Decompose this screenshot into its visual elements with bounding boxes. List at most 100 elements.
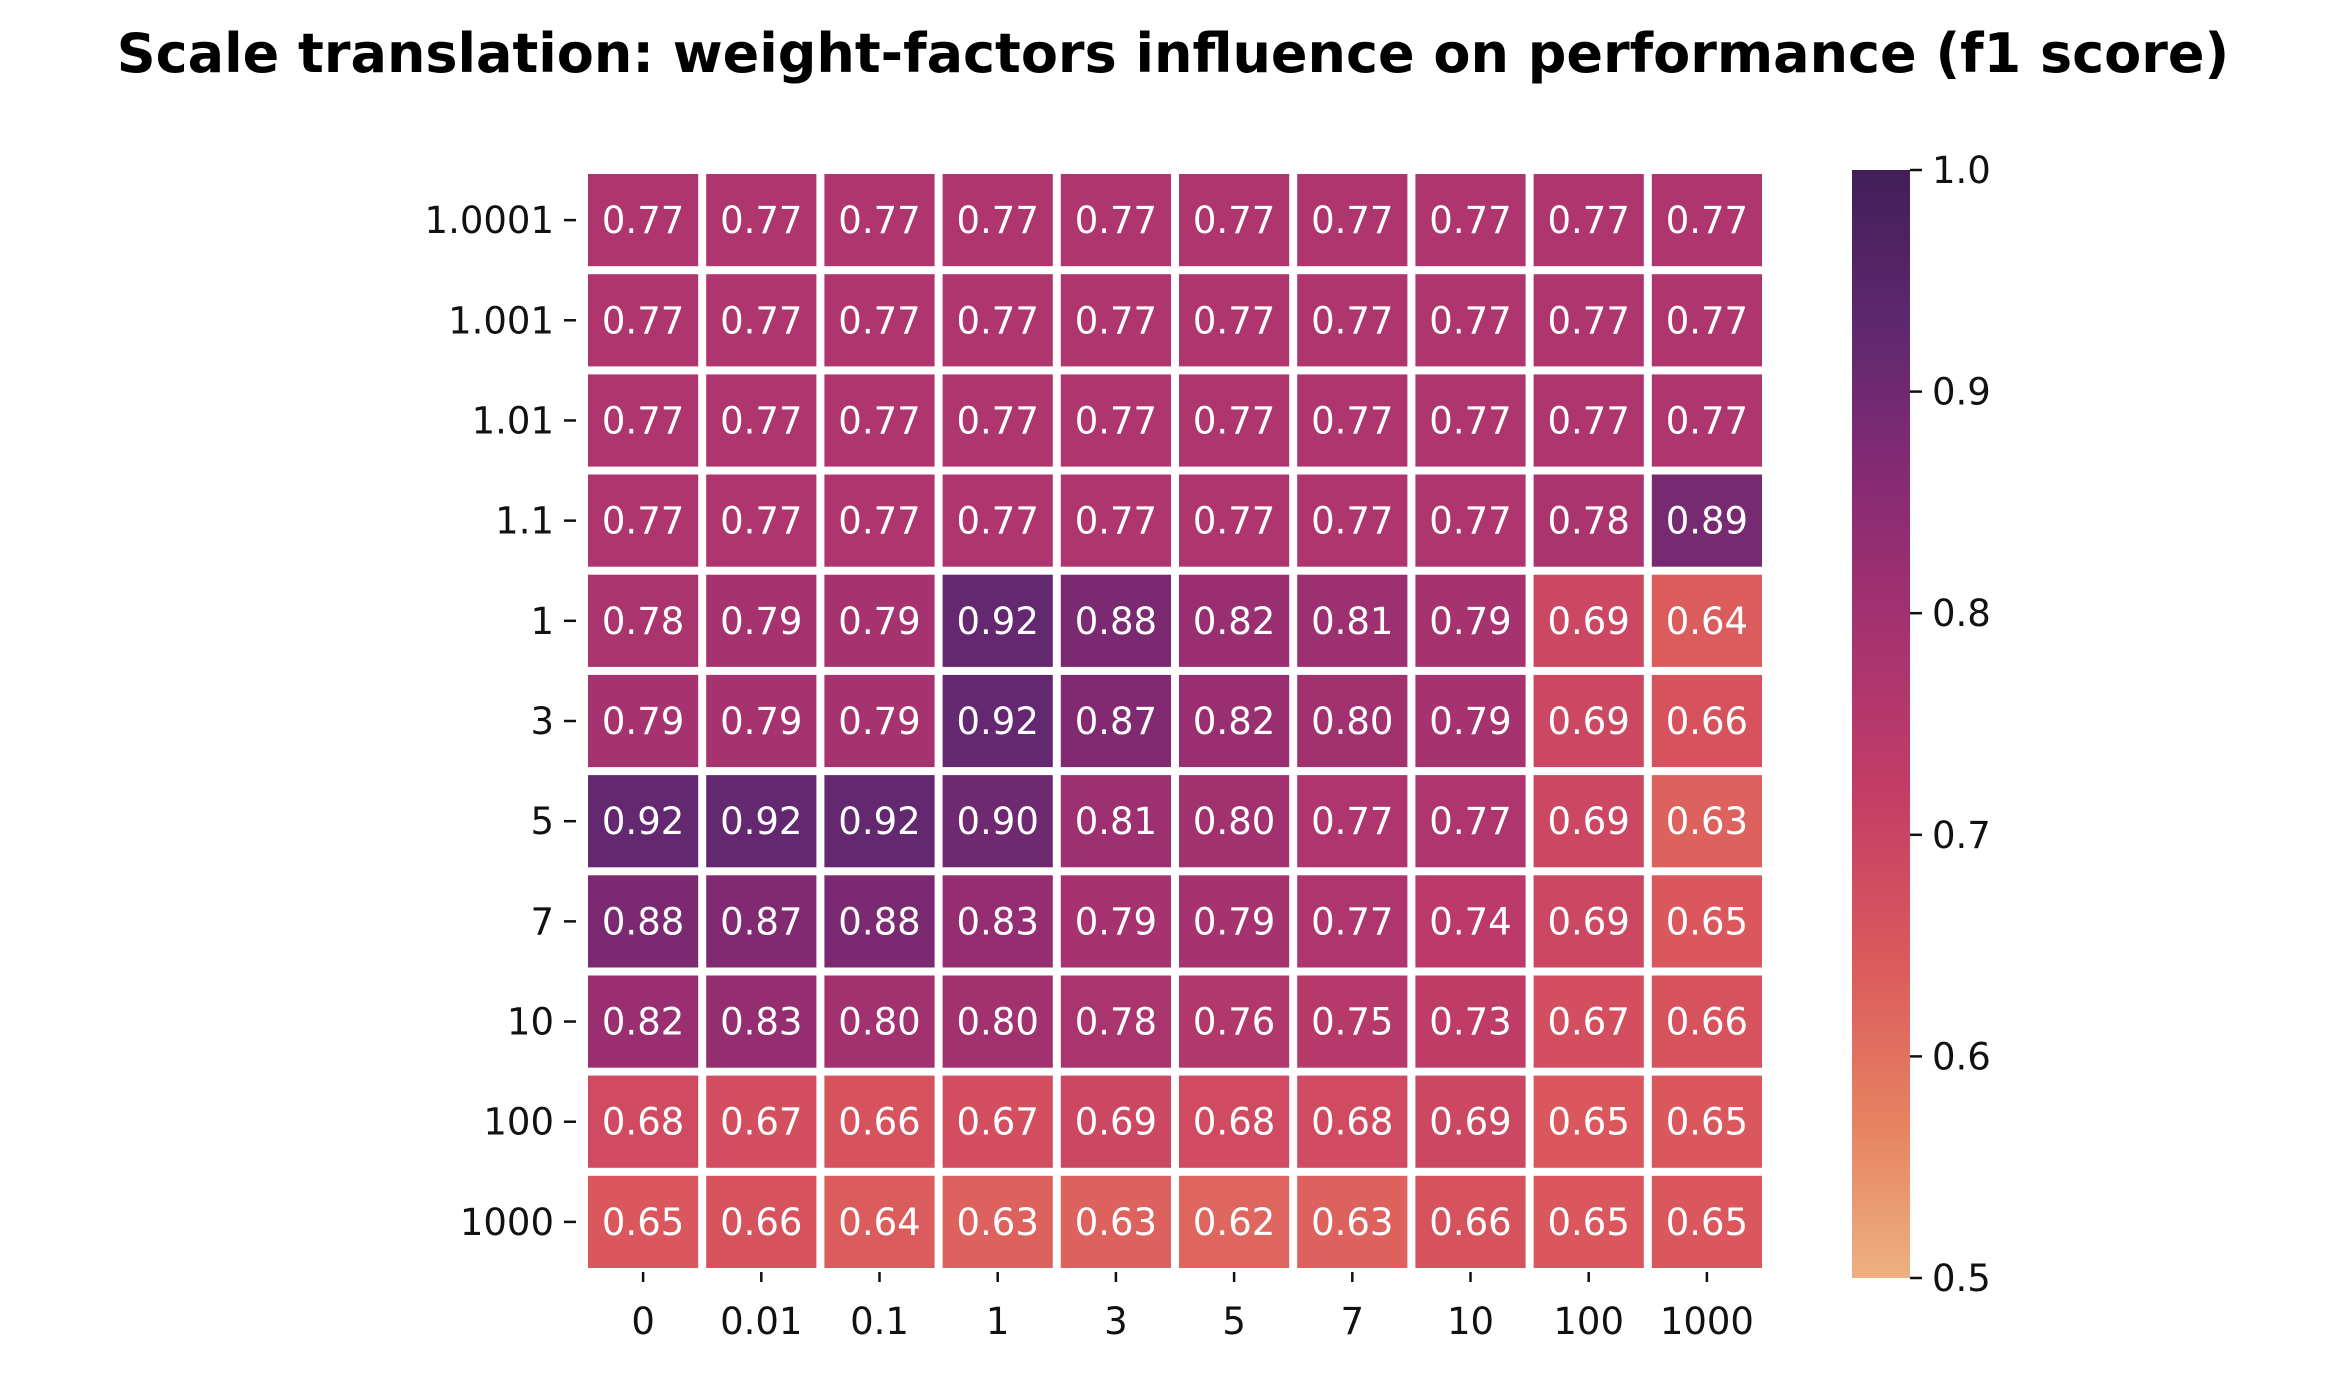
cell-value-label: 0.92 <box>957 600 1039 643</box>
heatmap-cell <box>1060 674 1171 768</box>
cell-value-label: 0.78 <box>602 600 684 643</box>
cell-value-label: 0.67 <box>1548 1001 1630 1044</box>
cell-value-label: 0.77 <box>1311 299 1393 342</box>
heatmap-cell <box>1415 474 1526 567</box>
heatmap-cell <box>1179 1175 1290 1268</box>
heatmap-cell <box>588 775 699 868</box>
cell-value-label: 0.77 <box>1429 500 1511 543</box>
cell-value-label: 0.77 <box>1548 299 1630 342</box>
x-tick-label: 7 <box>1341 1300 1365 1343</box>
heatmap-cell <box>1060 1175 1171 1268</box>
cell-value-label: 0.88 <box>602 900 684 943</box>
heatmap-cell <box>1179 674 1290 768</box>
x-tick-label: 3 <box>1104 1300 1128 1343</box>
cell-value-label: 0.77 <box>720 400 802 443</box>
cell-value-label: 0.90 <box>957 800 1039 843</box>
y-tick-label: 100 <box>483 1101 554 1144</box>
heatmap-cell <box>1060 574 1171 667</box>
cell-value-label: 0.77 <box>720 299 802 342</box>
cell-value-label: 0.77 <box>602 400 684 443</box>
cell-value-label: 0.88 <box>1075 600 1157 643</box>
cell-value-label: 0.79 <box>838 600 920 643</box>
cell-value-label: 0.77 <box>1666 199 1748 242</box>
cell-value-label: 0.77 <box>838 400 920 443</box>
cell-value-label: 0.77 <box>1311 400 1393 443</box>
cell-value-label: 0.79 <box>838 700 920 743</box>
cell-value-label: 0.79 <box>1429 700 1511 743</box>
cell-value-label: 0.78 <box>1548 500 1630 543</box>
cell-value-label: 0.82 <box>1193 600 1275 643</box>
x-tick-label: 0.01 <box>720 1300 802 1343</box>
heatmap-cell <box>942 274 1053 367</box>
x-tick-label: 0.1 <box>850 1300 909 1343</box>
cell-value-label: 0.65 <box>1548 1201 1630 1244</box>
colorbar-gradient <box>1852 170 1910 1278</box>
cell-value-label: 0.77 <box>838 299 920 342</box>
heatmap-cell <box>1060 775 1171 868</box>
cell-value-label: 0.79 <box>720 600 802 643</box>
cell-value-label: 0.69 <box>1429 1101 1511 1144</box>
cell-value-label: 0.77 <box>957 199 1039 242</box>
cell-value-label: 0.77 <box>720 199 802 242</box>
cell-value-label: 0.77 <box>1311 800 1393 843</box>
heatmap-cell <box>1415 1175 1526 1268</box>
y-tick-label: 5 <box>530 800 554 843</box>
colorbar-tick-label: 0.6 <box>1932 1035 1991 1078</box>
x-tick-label: 10 <box>1447 1300 1494 1343</box>
heatmap-cell <box>942 775 1053 868</box>
heatmap-cell <box>942 574 1053 667</box>
heatmap-cell <box>1533 174 1644 267</box>
cell-value-label: 0.77 <box>957 299 1039 342</box>
heatmap-cell <box>1060 975 1171 1068</box>
cell-value-label: 0.92 <box>602 800 684 843</box>
heatmap-cell <box>824 1175 935 1268</box>
cell-value-label: 0.65 <box>602 1201 684 1244</box>
cell-value-label: 0.77 <box>957 400 1039 443</box>
heatmap-cell <box>1060 474 1171 567</box>
heatmap-cell <box>1533 775 1644 868</box>
heatmap-cell <box>1651 975 1762 1068</box>
x-tick-label: 1000 <box>1660 1300 1754 1343</box>
heatmap-cell <box>1533 574 1644 667</box>
cell-value-label: 0.80 <box>1311 700 1393 743</box>
cell-value-label: 0.89 <box>1666 500 1748 543</box>
heatmap-cell <box>1179 875 1290 968</box>
heatmap-cell <box>1060 1075 1171 1168</box>
heatmap-cell <box>1651 274 1762 367</box>
heatmap-cell <box>588 875 699 968</box>
heatmap-cell <box>1651 674 1762 768</box>
cell-value-label: 0.77 <box>1075 299 1157 342</box>
x-tick-label: 0 <box>631 1300 655 1343</box>
cell-value-label: 0.66 <box>1429 1201 1511 1244</box>
cell-value-label: 0.77 <box>1311 500 1393 543</box>
heatmap-cell <box>706 174 817 267</box>
heatmap-cell <box>1297 1075 1408 1168</box>
heatmap-cell <box>1297 674 1408 768</box>
cell-value-label: 0.74 <box>1429 900 1511 943</box>
cell-value-label: 0.63 <box>1311 1201 1393 1244</box>
cell-value-label: 0.80 <box>957 1001 1039 1044</box>
y-tick-label: 7 <box>530 900 554 943</box>
heatmap-cell <box>824 975 935 1068</box>
heatmap-cell <box>824 775 935 868</box>
y-tick-label: 1000 <box>460 1201 554 1244</box>
heatmap-cell <box>588 975 699 1068</box>
heatmap-cell <box>588 474 699 567</box>
heatmap-cell <box>588 1175 699 1268</box>
x-axis: 0 0.01 0.1 1 3 5 7 10 100 1000 <box>631 1272 1754 1343</box>
heatmap-cell <box>1415 674 1526 768</box>
heatmap-cell <box>1651 1075 1762 1168</box>
heatmap-cell <box>588 374 699 467</box>
heatmap-cell <box>1179 274 1290 367</box>
cell-value-label: 0.65 <box>1548 1101 1630 1144</box>
cell-value-label: 0.82 <box>1193 700 1275 743</box>
cell-value-label: 0.78 <box>1075 1001 1157 1044</box>
cell-value-label: 0.69 <box>1548 700 1630 743</box>
cell-value-label: 0.92 <box>957 700 1039 743</box>
heatmap-cell <box>1415 274 1526 367</box>
heatmap-cell <box>942 674 1053 768</box>
heatmap-cell <box>1060 274 1171 367</box>
heatmap-cell <box>1297 975 1408 1068</box>
cell-value-label: 0.77 <box>1666 400 1748 443</box>
cell-value-label: 0.63 <box>957 1201 1039 1244</box>
